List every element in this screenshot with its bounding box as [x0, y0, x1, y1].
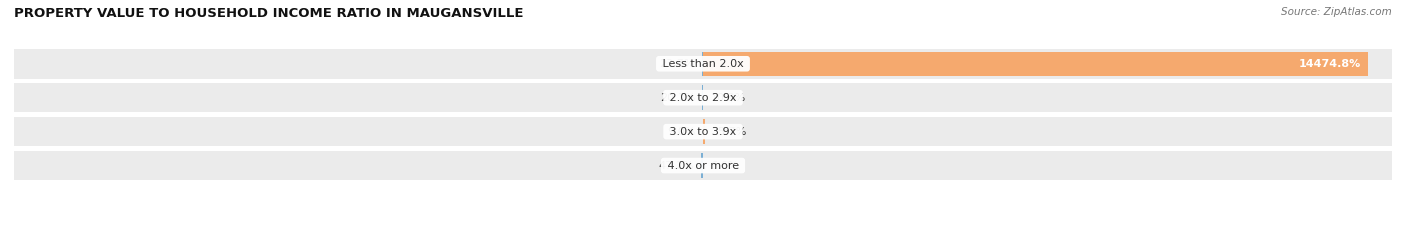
Text: 4.0x or more: 4.0x or more — [664, 161, 742, 171]
Text: 47.2%: 47.2% — [658, 161, 695, 171]
Bar — [14, 49, 1392, 79]
Bar — [14, 83, 1392, 113]
Text: Less than 2.0x: Less than 2.0x — [659, 59, 747, 69]
Text: 10.3%: 10.3% — [710, 93, 745, 103]
Text: 2.0x to 2.9x: 2.0x to 2.9x — [666, 93, 740, 103]
Text: 35.7%: 35.7% — [711, 127, 747, 137]
Text: 20.1%: 20.1% — [659, 93, 695, 103]
Bar — [703, 51, 1368, 76]
Bar — [703, 119, 704, 144]
Text: 9.0%: 9.0% — [668, 127, 696, 137]
Text: 14474.8%: 14474.8% — [1299, 59, 1361, 69]
Text: PROPERTY VALUE TO HOUSEHOLD INCOME RATIO IN MAUGANSVILLE: PROPERTY VALUE TO HOUSEHOLD INCOME RATIO… — [14, 7, 523, 20]
Text: 6.6%: 6.6% — [710, 161, 738, 171]
Bar — [14, 151, 1392, 180]
Text: Source: ZipAtlas.com: Source: ZipAtlas.com — [1281, 7, 1392, 17]
Text: 3.0x to 3.9x: 3.0x to 3.9x — [666, 127, 740, 137]
Bar — [14, 117, 1392, 146]
Bar — [700, 153, 703, 178]
Text: 23.7%: 23.7% — [659, 59, 695, 69]
